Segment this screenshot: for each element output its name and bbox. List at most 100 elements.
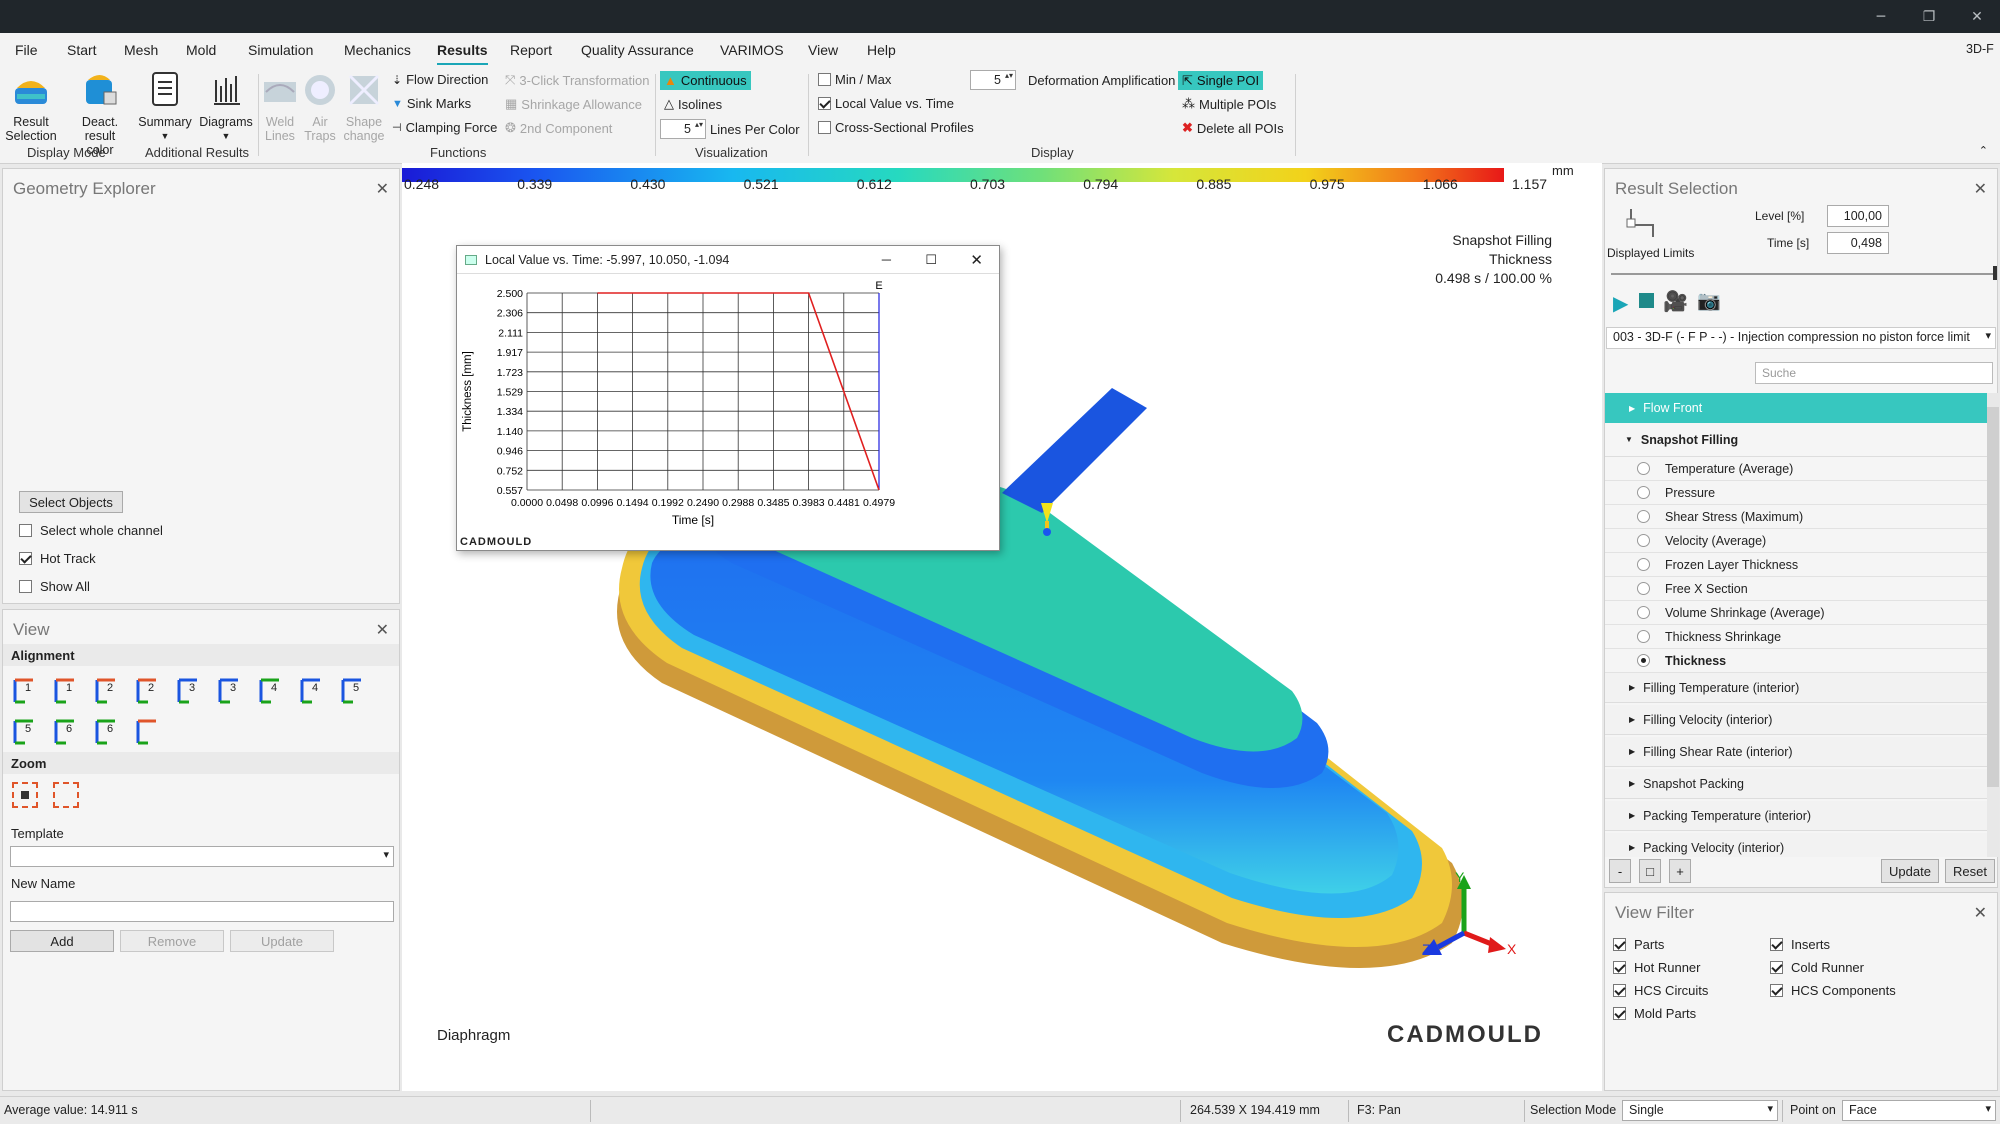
add-button[interactable]: Add (10, 930, 114, 952)
menu-simulation[interactable]: Simulation (248, 42, 314, 58)
isolines-toggle[interactable]: △ Isolines (664, 96, 723, 112)
time-slider[interactable] (1611, 266, 1997, 280)
radio-button[interactable] (1637, 582, 1650, 595)
show-all-checkbox[interactable]: Show All (19, 579, 90, 594)
align-view-8-icon[interactable]: 4 (298, 676, 328, 706)
poi-marker-icon[interactable] (1040, 501, 1053, 536)
radio-button[interactable] (1637, 606, 1650, 619)
view-filter-checkbox[interactable]: Hot Runner (1613, 960, 1700, 975)
min-max-checkbox[interactable]: Min / Max (818, 72, 891, 87)
align-view-7-icon[interactable]: 4 (257, 676, 287, 706)
level-input[interactable]: 100,00 (1827, 205, 1889, 227)
close-icon[interactable]: ✕ (375, 622, 389, 639)
close-icon[interactable]: ✕ (375, 181, 389, 198)
menu-file[interactable]: File (15, 42, 38, 58)
collapse-button[interactable]: - (1609, 859, 1631, 883)
diagrams-button[interactable]: Diagrams ▼ (196, 70, 256, 143)
lines-per-color-spinner[interactable]: 5 (660, 119, 706, 139)
diagrams-dropdown-icon[interactable]: ▼ (221, 131, 231, 141)
menu-help[interactable]: Help (867, 42, 896, 58)
three-click-transformation-button[interactable]: ⤧ 3-Click Transformation (505, 72, 650, 88)
scrollbar[interactable] (1987, 393, 1999, 857)
menu-view[interactable]: View (808, 42, 839, 58)
result-item[interactable]: Thickness (1605, 649, 1987, 673)
part-model[interactable] (402, 163, 1602, 1091)
maximize-icon[interactable]: ☐ (925, 251, 937, 267)
shrinkage-allowance-button[interactable]: ▦ Shrinkage Allowance (505, 96, 642, 112)
result-item[interactable]: Pressure (1605, 481, 1987, 505)
view-filter-checkbox[interactable]: Inserts (1770, 937, 1830, 952)
play-icon[interactable]: ▶ (1613, 293, 1629, 315)
3d-viewport[interactable]: 0.248 0.339 0.430 0.521 0.612 0.703 0.794 0.885… (402, 163, 1602, 1091)
flow-front-item[interactable]: ▶ Flow Front (1605, 393, 1987, 423)
result-group[interactable]: ▶ Filling Velocity (interior) (1605, 705, 1987, 735)
menu-varimos[interactable]: VARIMOS (720, 42, 784, 58)
view-filter-checkbox[interactable]: HCS Components (1770, 983, 1896, 998)
update-view-button[interactable]: Update (230, 930, 334, 952)
radio-button[interactable] (1637, 654, 1650, 667)
result-item[interactable]: Frozen Layer Thickness (1605, 553, 1987, 577)
view-filter-checkbox[interactable]: Parts (1613, 937, 1664, 952)
search-input[interactable]: Suche (1755, 362, 1993, 384)
result-item[interactable]: Velocity (Average) (1605, 529, 1987, 553)
menu-mesh[interactable]: Mesh (124, 42, 159, 58)
result-group[interactable]: ▶ Filling Temperature (interior) (1605, 673, 1987, 703)
remove-button[interactable]: Remove (120, 930, 224, 952)
radio-button[interactable] (1637, 558, 1650, 571)
result-item[interactable]: Thickness Shrinkage (1605, 625, 1987, 649)
selection-mode-select[interactable]: Single (1622, 1100, 1778, 1121)
result-item[interactable]: Free X Section (1605, 577, 1987, 601)
update-button[interactable]: Update (1881, 859, 1939, 883)
radio-button[interactable] (1637, 510, 1650, 523)
restore-icon[interactable]: ❐ (1922, 8, 1936, 25)
slider-handle[interactable] (1993, 266, 1997, 280)
weld-lines-button[interactable]: Weld Lines (260, 70, 300, 143)
result-group[interactable]: ▶ Packing Temperature (interior) (1605, 801, 1987, 831)
result-item[interactable]: Volume Shrinkage (Average) (1605, 601, 1987, 625)
menu-results[interactable]: Results (437, 42, 488, 65)
view-filter-checkbox[interactable]: HCS Circuits (1613, 983, 1708, 998)
view-filter-checkbox[interactable]: Mold Parts (1613, 1006, 1696, 1021)
menu-quality-assurance[interactable]: Quality Assurance (581, 42, 694, 58)
scrollbar-thumb[interactable] (1987, 407, 1999, 787)
menu-mechanics[interactable]: Mechanics (344, 42, 411, 58)
align-view-1-icon[interactable]: 1 (11, 676, 41, 706)
align-view-6-icon[interactable]: 3 (216, 676, 246, 706)
result-item[interactable]: Temperature (Average) (1605, 457, 1987, 481)
air-traps-button[interactable]: Air Traps (301, 70, 339, 143)
delete-all-pois-button[interactable]: ✖ Delete all POIs (1182, 120, 1284, 136)
project-select[interactable]: 003 - 3D-F (- F P - -) - Injection compr… (1606, 327, 1996, 349)
close-window-icon[interactable]: ✕ (1971, 8, 1983, 25)
result-selection-button[interactable]: Result Selection (4, 70, 58, 143)
result-group[interactable]: ▶ Packing Velocity (interior) (1605, 833, 1987, 857)
square-button[interactable]: □ (1639, 859, 1661, 883)
radio-button[interactable] (1637, 462, 1650, 475)
single-poi-toggle[interactable]: ⇱ Single POI (1178, 71, 1264, 90)
minimize-icon[interactable]: ─ (881, 252, 891, 267)
second-component-button[interactable]: ❂ 2nd Component (505, 120, 613, 136)
align-view-10-icon[interactable]: 5 (11, 717, 41, 747)
reset-button[interactable]: Reset (1945, 859, 1995, 883)
local-value-chart-window[interactable]: Local Value vs. Time: -5.997, 10.050, -1… (456, 245, 1000, 551)
shape-change-button[interactable]: Shape change (342, 70, 386, 143)
result-group[interactable]: ▶ Snapshot Packing (1605, 769, 1987, 799)
chart-window-titlebar[interactable]: Local Value vs. Time: -5.997, 10.050, -1… (457, 246, 999, 274)
close-icon[interactable]: ✕ (1973, 905, 1987, 922)
align-view-3-icon[interactable]: 2 (93, 676, 123, 706)
continuous-toggle[interactable]: ▲ Continuous (660, 71, 751, 90)
align-to-plane-icon[interactable] (134, 717, 164, 747)
displayed-limits-icon[interactable] (1625, 205, 1659, 239)
clamping-force-button[interactable]: ⊣ Clamping Force (392, 120, 498, 135)
multiple-pois-button[interactable]: ⁂ Multiple POIs (1182, 96, 1277, 112)
menu-mold[interactable]: Mold (186, 42, 217, 58)
align-view-11-icon[interactable]: 6 (52, 717, 82, 747)
close-icon[interactable]: ✕ (970, 251, 983, 269)
hot-track-checkbox[interactable]: Hot Track (19, 551, 96, 566)
time-input[interactable]: 0,498 (1827, 232, 1889, 254)
cross-sectional-profiles-checkbox[interactable]: Cross-Sectional Profiles (818, 120, 974, 135)
radio-button[interactable] (1637, 630, 1650, 643)
align-view-5-icon[interactable]: 3 (175, 676, 205, 706)
menu-start[interactable]: Start (67, 42, 97, 58)
view-filter-checkbox[interactable]: Cold Runner (1770, 960, 1864, 975)
radio-button[interactable] (1637, 486, 1650, 499)
